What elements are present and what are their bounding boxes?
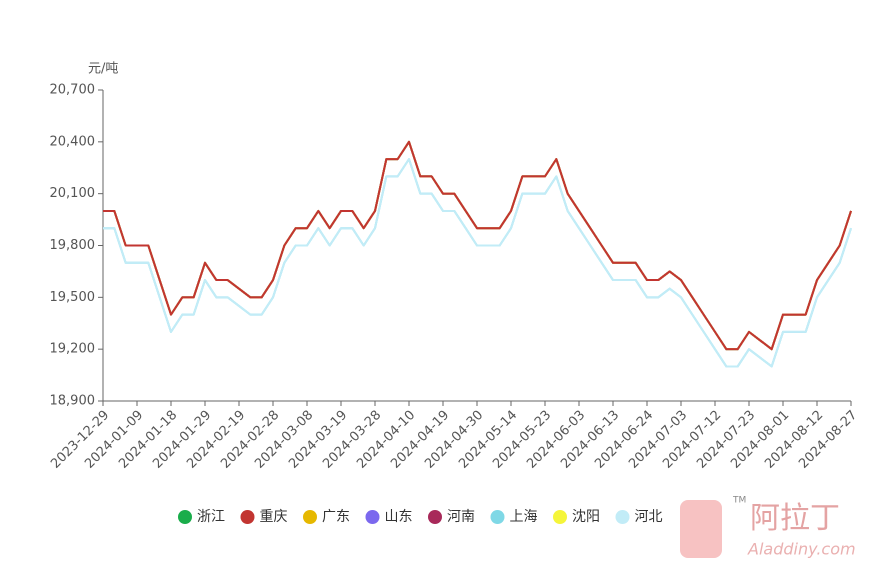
- y-tick-label: 20,100: [50, 186, 96, 201]
- logo-tm: TM: [732, 496, 746, 506]
- y-tick-label: 19,800: [50, 238, 96, 253]
- legend-label: 浙江: [197, 509, 225, 525]
- legend-swatch: [303, 510, 317, 524]
- logo-icon: [680, 500, 722, 558]
- legend-label: 河北: [635, 509, 663, 525]
- legend-label: 上海: [510, 509, 538, 525]
- legend-label: 沈阳: [572, 509, 600, 525]
- series-line: [103, 158, 852, 368]
- legend-label: 重庆: [260, 509, 288, 525]
- series-line: [103, 140, 852, 351]
- legend-swatch: [615, 510, 630, 524]
- series-line: [103, 158, 852, 368]
- y-tick-label: 18,900: [50, 394, 96, 409]
- legend-label: 广东: [322, 509, 350, 525]
- legend-label: 山东: [385, 509, 413, 525]
- legend-swatch: [490, 510, 505, 524]
- logo-name: 阿拉丁: [750, 501, 840, 536]
- legend-label: 河南: [447, 509, 475, 525]
- logo-url: Aladdiny.com: [747, 540, 856, 559]
- y-tick-label: 19,200: [50, 342, 96, 357]
- legend-swatch: [178, 510, 192, 524]
- y-tick-label: 20,700: [50, 83, 96, 98]
- y-tick-label: 20,400: [50, 134, 96, 149]
- legend-swatch: [240, 510, 255, 524]
- y-unit: 元/吨: [88, 62, 118, 77]
- legend-swatch: [365, 510, 380, 524]
- legend-swatch: [553, 510, 567, 524]
- legend-swatch: [428, 510, 442, 524]
- y-tick-label: 19,500: [50, 290, 96, 305]
